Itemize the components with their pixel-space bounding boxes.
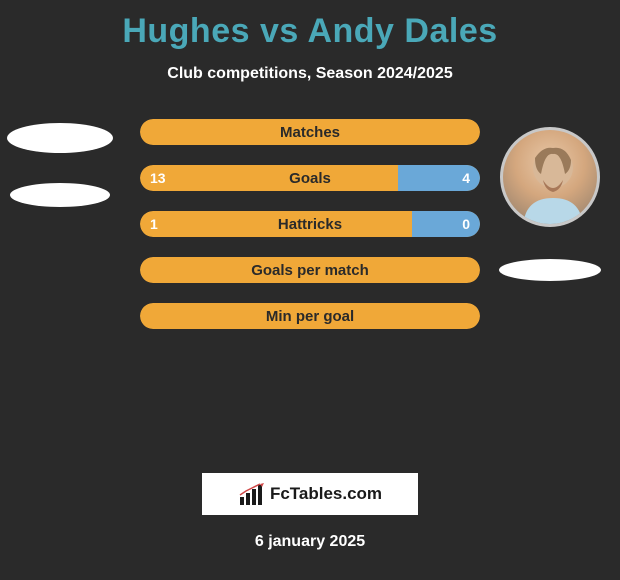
bar-left-value: 1 xyxy=(150,216,158,232)
bar-right-value: 0 xyxy=(462,216,470,232)
bar-right-value: 4 xyxy=(462,170,470,186)
player-left-avatar-placeholder xyxy=(7,123,113,153)
avatar-silhouette-icon xyxy=(503,130,600,227)
player-left-name-placeholder xyxy=(10,183,110,207)
logo-chart-icon xyxy=(238,483,264,505)
stat-bar: Goals per match xyxy=(140,257,480,283)
player-left-column xyxy=(0,119,120,207)
stat-bar: Goals13 4 xyxy=(140,165,480,191)
subtitle: Club competitions, Season 2024/2025 xyxy=(0,65,620,83)
stat-bar: Matches xyxy=(140,119,480,145)
site-logo[interactable]: FcTables.com xyxy=(202,473,418,515)
comparison-area: Matches Goals13 4 Hattricks1 0 Goals per matc… xyxy=(0,119,620,459)
bar-label: Min per goal xyxy=(140,308,480,325)
stat-bar: Min per goal xyxy=(140,303,480,329)
player-right-name-placeholder xyxy=(499,259,601,281)
stat-bar: Hattricks1 0 xyxy=(140,211,480,237)
player-right-column xyxy=(490,119,610,281)
bar-label: Goals per match xyxy=(140,262,480,279)
bar-label: Matches xyxy=(140,124,480,141)
bar-label: Hattricks xyxy=(140,216,480,233)
player-right-avatar xyxy=(500,127,600,227)
bar-left-value: 13 xyxy=(150,170,166,186)
page-title: Hughes vs Andy Dales xyxy=(0,0,620,51)
logo-text: FcTables.com xyxy=(270,484,382,504)
bar-label: Goals xyxy=(140,170,480,187)
stat-bars: Matches Goals13 4 Hattricks1 0 Goals per matc… xyxy=(140,119,480,329)
footer-date: 6 january 2025 xyxy=(0,533,620,551)
